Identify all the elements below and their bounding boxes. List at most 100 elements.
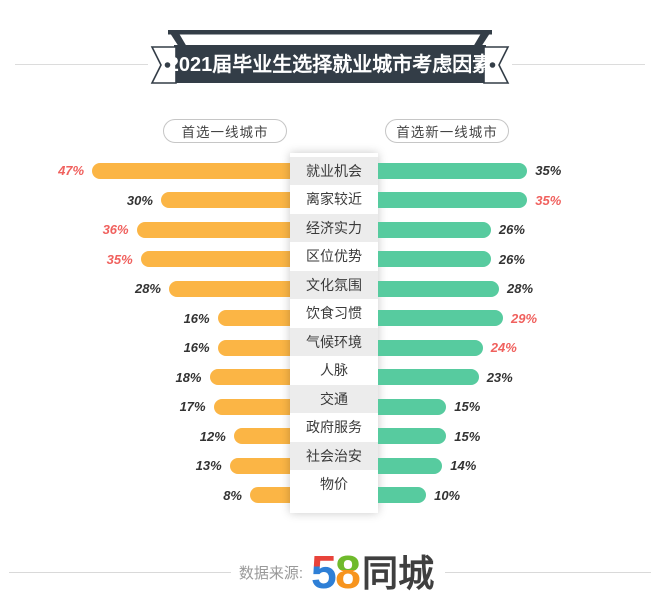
right-bar-row: 10% xyxy=(378,481,660,511)
logo-digit-5: 5 xyxy=(311,547,337,597)
right-bar xyxy=(378,398,447,415)
left-bar-row: 30% xyxy=(0,186,290,216)
left-bar-row: 16% xyxy=(0,333,290,363)
legend-right-pill: 首选新一线城市 xyxy=(385,119,509,143)
left-bar-row: 35% xyxy=(0,245,290,275)
data-source-label: 数据来源: xyxy=(238,564,304,582)
right-bar xyxy=(378,221,491,238)
category-column: 就业机会 离家较近 经济实力 区位优势 文化氛围 饮食习惯 气候环境 人脉 交通 政府服务 社会治安… xyxy=(290,153,378,513)
left-bar-row: 36% xyxy=(0,215,290,245)
left-bar-row: 12% xyxy=(0,422,290,452)
left-value-label: 13% xyxy=(195,458,222,474)
logo-cn-text: 同城 xyxy=(362,553,434,594)
right-bar-row: 29% xyxy=(378,304,660,334)
left-value-label: 28% xyxy=(134,281,161,297)
right-bar xyxy=(378,192,528,209)
ribbon-right-dot xyxy=(489,62,496,68)
logo-58tongcheng: 5 8 同城 xyxy=(311,547,434,597)
right-bar-row: 15% xyxy=(378,392,660,422)
page-title: 2021届毕业生选择就业城市考虑因素 xyxy=(168,52,493,76)
left-value-label: 8% xyxy=(223,487,242,503)
right-bar-row: 26% xyxy=(378,215,660,245)
left-bar xyxy=(229,457,290,474)
category-label: 社会治安 xyxy=(290,442,378,470)
right-bars-column: 35% 35% 26% 26% 28% 29% 24% 23% 15% 15% 14% 10% xyxy=(378,156,660,510)
left-value-label: 16% xyxy=(183,340,210,356)
legend-left-pill: 首选一线城市 xyxy=(163,119,287,143)
left-bar xyxy=(233,428,290,445)
left-value-label: 30% xyxy=(126,192,153,208)
right-bar xyxy=(378,339,483,356)
footer: 数据来源: 5 8 同城 xyxy=(0,542,660,602)
legend-right-label: 首选新一线城市 xyxy=(396,125,498,140)
category-label: 物价 xyxy=(320,476,348,493)
right-bar-row: 28% xyxy=(378,274,660,304)
right-value-label: 15% xyxy=(454,399,481,415)
category-label: 政府服务 xyxy=(306,419,362,436)
category-label: 经济实力 xyxy=(290,214,378,242)
left-bar-row: 13% xyxy=(0,451,290,481)
right-value-label: 35% xyxy=(535,163,562,179)
left-bar xyxy=(136,221,290,238)
right-value-label: 26% xyxy=(498,251,525,267)
left-bar xyxy=(217,310,290,327)
left-bar xyxy=(250,487,290,504)
right-bar xyxy=(378,457,443,474)
right-bar xyxy=(378,310,503,327)
right-value-label: 15% xyxy=(454,428,481,444)
logo-digit-8: 8 xyxy=(335,547,361,597)
footer-rule-right xyxy=(445,571,652,573)
left-value-label: 47% xyxy=(58,163,85,179)
category-label: 饮食习惯 xyxy=(306,305,362,322)
right-bar xyxy=(378,428,447,445)
right-bar-row: 15% xyxy=(378,422,660,452)
ribbon-left-flag xyxy=(150,46,177,84)
left-value-label: 12% xyxy=(199,428,226,444)
right-bar-row: 35% xyxy=(378,156,660,186)
left-bar-row: 16% xyxy=(0,304,290,334)
right-bar-row: 35% xyxy=(378,186,660,216)
right-bar xyxy=(378,369,479,386)
left-bar-row: 18% xyxy=(0,363,290,393)
left-bar xyxy=(160,192,290,209)
right-bar-row: 23% xyxy=(378,363,660,393)
footer-rule-left xyxy=(8,571,231,573)
left-value-label: 18% xyxy=(175,369,202,385)
left-bar-row: 47% xyxy=(0,156,290,186)
right-bar xyxy=(378,280,499,297)
category-label: 区位优势 xyxy=(306,248,362,265)
left-bars-column: 47% 30% 36% 35% 28% 16% 16% 18% 17% 12% 13% 8% xyxy=(0,156,290,510)
left-bar-row: 17% xyxy=(0,392,290,422)
left-bar xyxy=(92,162,290,179)
ribbon-right-flag xyxy=(483,46,510,84)
diverging-bar-chart: 47% 30% 36% 35% 28% 16% 16% 18% 17% 12% 13% 8% 就业机会… xyxy=(0,153,660,513)
category-label: 离家较近 xyxy=(306,191,362,208)
right-value-label: 10% xyxy=(434,487,461,503)
banner-rule-right xyxy=(512,64,645,65)
ribbon-left-dot xyxy=(164,62,171,68)
category-label: 人脉 xyxy=(320,362,348,379)
left-bar-row: 28% xyxy=(0,274,290,304)
right-value-label: 14% xyxy=(450,458,477,474)
right-bar-row: 14% xyxy=(378,451,660,481)
left-value-label: 36% xyxy=(102,222,129,238)
category-label: 交通 xyxy=(290,385,378,413)
left-bar-row: 8% xyxy=(0,481,290,511)
right-bar-row: 24% xyxy=(378,333,660,363)
left-bar xyxy=(217,339,290,356)
right-value-label: 35% xyxy=(535,192,562,208)
banner-rule-left xyxy=(15,64,148,65)
left-value-label: 17% xyxy=(179,399,206,415)
legend-left-label: 首选一线城市 xyxy=(181,125,269,140)
left-bar xyxy=(213,398,290,415)
left-bar xyxy=(169,280,290,297)
left-bar xyxy=(209,369,290,386)
category-label: 文化氛围 xyxy=(290,271,378,299)
right-bar-row: 26% xyxy=(378,245,660,275)
right-value-label: 23% xyxy=(486,369,513,385)
right-value-label: 24% xyxy=(490,340,517,356)
right-value-label: 29% xyxy=(511,310,538,326)
right-bar xyxy=(378,487,427,504)
right-value-label: 26% xyxy=(498,222,525,238)
